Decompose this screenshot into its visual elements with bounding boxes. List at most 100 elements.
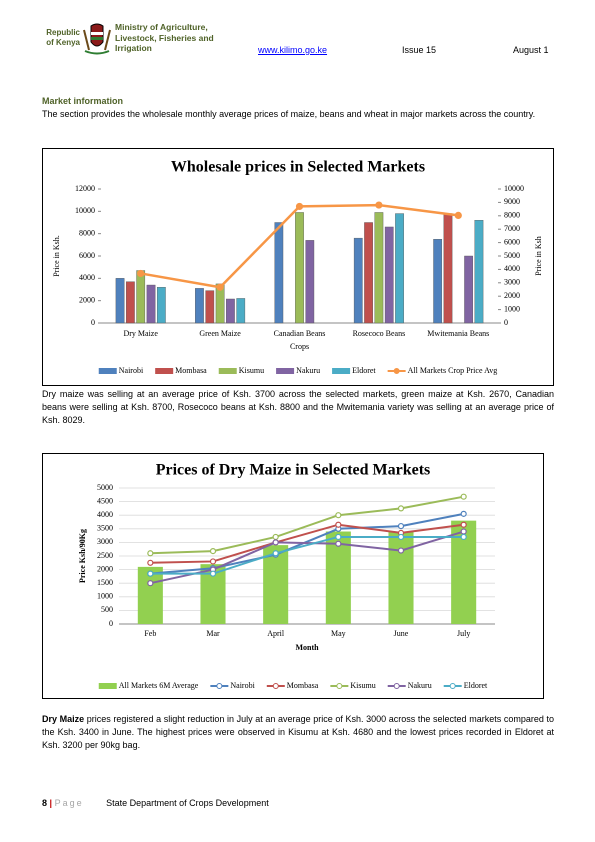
line-marker <box>272 539 279 546</box>
y2-tick-label: 1000 <box>504 304 520 313</box>
line-marker <box>147 570 154 577</box>
line-marker <box>209 570 217 577</box>
legend-swatch <box>449 683 456 689</box>
x-axis-label: Crops <box>290 342 309 351</box>
x-tick-label: Mar <box>206 629 220 638</box>
x-tick-label: Rosecoco Beans <box>353 329 406 338</box>
line-marker <box>397 547 405 554</box>
issue: Issue 15 <box>402 45 437 55</box>
bar <box>126 281 135 324</box>
chart: Prices of Dry Maize in Selected Markets 0… <box>78 462 495 690</box>
line-marker <box>147 550 154 557</box>
bar <box>274 222 284 324</box>
legend-label: All Markets Crop Price Avg <box>408 366 498 375</box>
y2-tick-label: 2000 <box>504 291 520 300</box>
republic: Republic of Kenya <box>36 28 80 48</box>
bar <box>325 531 351 624</box>
legend-label: Eldoret <box>464 681 488 690</box>
y-axis-label: Price in Ksh. <box>52 235 61 277</box>
ministry-line: Ministry of Agriculture, <box>115 22 208 32</box>
bar <box>115 278 125 324</box>
line-marker <box>335 533 342 541</box>
y2-tick-label: 7000 <box>504 224 520 233</box>
line <box>150 530 464 585</box>
y-tick-label: 4000 <box>79 273 95 282</box>
y-tick-label: 2500 <box>97 551 113 560</box>
legend-label: All Markets 6M Average <box>119 681 199 690</box>
y-tick-label: 10000 <box>75 206 95 215</box>
line-marker <box>397 533 405 541</box>
y2-axis-label: Price in Ksh <box>534 236 543 276</box>
line-marker <box>147 559 154 566</box>
bold-text: Dry Maize <box>42 714 85 724</box>
y-tick-label: 3000 <box>97 537 113 546</box>
y2-tick-label: 3000 <box>504 278 520 287</box>
y-tick-label: 8000 <box>79 228 95 237</box>
bar <box>236 298 246 324</box>
page-label: Page <box>54 798 84 808</box>
line-marker <box>335 512 342 519</box>
y-tick-label: 2000 <box>79 295 95 304</box>
bar <box>195 288 204 324</box>
y-tick-label: 500 <box>101 605 113 614</box>
legend-swatch <box>276 368 295 374</box>
x-tick-label: Dry Maize <box>123 329 158 338</box>
x-tick-label: May <box>331 629 346 638</box>
line-marker <box>209 548 217 555</box>
y-tick-label: 4500 <box>97 496 113 505</box>
page-number: 8 <box>42 798 48 808</box>
ministry-line: Livestock, Fisheries and <box>115 32 214 43</box>
y2-tick-label: 8000 <box>504 211 520 220</box>
line <box>150 523 464 564</box>
website-link[interactable]: www.kilimo.go.ke <box>258 45 328 55</box>
x-tick-label: April <box>267 629 285 638</box>
paragraph: The section provides the wholesale month… <box>42 109 536 119</box>
y-axis-label: Price Ksh/90Kg <box>78 529 87 583</box>
chart-title: Wholesale prices in Selected Markets <box>171 159 425 176</box>
legend-swatch <box>155 368 174 374</box>
line <box>150 512 464 575</box>
x-tick-label: Green Maize <box>199 329 241 338</box>
legend-label: Nakuru <box>296 366 320 375</box>
legend-label: Nakuru <box>408 681 432 690</box>
line-marker <box>460 493 467 500</box>
legend-label: Nairobi <box>230 681 255 690</box>
line-marker <box>397 522 405 530</box>
bar <box>146 284 156 324</box>
line-marker <box>397 505 405 512</box>
y-tick-label: 0 <box>109 619 113 628</box>
legend-swatch <box>216 683 223 689</box>
coat-of-arms <box>83 23 111 55</box>
y-tick-label: 6000 <box>79 251 95 260</box>
line-marker <box>460 521 467 528</box>
x-tick-label: June <box>394 629 409 638</box>
legend-swatch <box>218 368 237 374</box>
line-marker <box>216 283 224 291</box>
bar <box>395 213 404 324</box>
bar <box>263 545 289 624</box>
legend-swatch <box>272 683 279 689</box>
bar <box>374 212 384 324</box>
bar <box>295 212 304 324</box>
y2-tick-label: 5000 <box>504 251 520 260</box>
legend: Nairobi Mombasa Kisumu Nakuru Eldoret All Mar… <box>98 366 498 375</box>
legend-label: Eldoret <box>352 366 376 375</box>
x-axis-label: Month <box>295 643 319 652</box>
chart-title: Prices of Dry Maize in Selected Markets <box>156 462 431 479</box>
y2-tick-label: 10000 <box>504 184 524 193</box>
y-tick-label: 4000 <box>97 510 113 519</box>
bar <box>388 531 414 624</box>
bar <box>305 240 315 324</box>
legend-label: Mombasa <box>287 681 319 690</box>
bar <box>205 290 215 324</box>
legend-swatch <box>393 683 400 689</box>
ministry: Ministry of Agriculture, Livestock, Fish… <box>115 22 214 54</box>
bar <box>474 220 484 324</box>
y-tick-label: 3500 <box>97 524 113 533</box>
x-tick-label: July <box>457 629 470 638</box>
bar <box>433 239 443 324</box>
y2-tick-label: 0 <box>504 318 508 327</box>
line-marker <box>209 558 217 565</box>
legend-label: Kisumu <box>239 366 264 375</box>
